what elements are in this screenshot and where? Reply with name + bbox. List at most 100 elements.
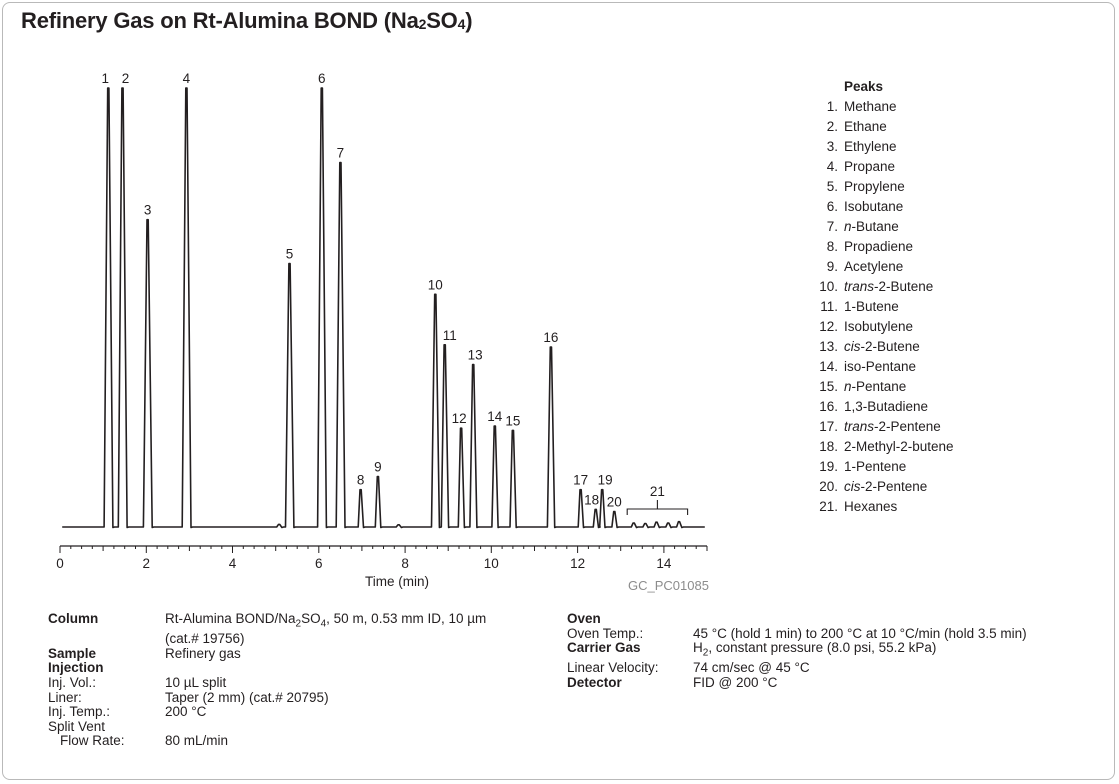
peak-legend-number: 17.	[819, 419, 838, 434]
peaks-legend: Peaks 1. Methane 2. Ethane 3. Ethylene 4. Propa…	[818, 77, 954, 517]
peak-legend-number: 7.	[826, 219, 838, 234]
peak-legend-number: 2.	[826, 119, 838, 134]
sample-key: Sample	[48, 645, 97, 661]
column-row: Column Rt-Alumina BOND/Na2SO4, 50 m, 0.5…	[48, 611, 523, 647]
carrier-row: Carrier Gas H2, constant pressure (8.0 p…	[567, 640, 1087, 661]
peak-legend-number: 1.	[826, 99, 838, 114]
splitvent-key: Split Vent	[48, 718, 106, 734]
x-tick-label: 2	[143, 556, 151, 571]
peak-label-13: 13	[468, 348, 483, 363]
peak-label-2: 2	[122, 71, 130, 86]
conditions-left: Column Rt-Alumina BOND/Na2SO4, 50 m, 0.5…	[48, 611, 523, 749]
peak-legend-item: 16. 1,3-Butadiene	[818, 397, 954, 417]
injvol-value: 10 µL split	[165, 675, 227, 691]
detector-row: Detector FID @ 200 °C	[567, 675, 1087, 691]
peak-label-14: 14	[487, 409, 503, 424]
splitvent-row: Split Vent	[48, 718, 523, 735]
peak-label-16: 16	[543, 330, 558, 345]
peak-label-10: 10	[428, 277, 443, 292]
peak-legend-item: 9. Acetylene	[818, 257, 954, 277]
x-tick-label: 8	[401, 556, 409, 571]
x-tick-label: 6	[315, 556, 323, 571]
chromatogram-trace	[62, 87, 705, 529]
flowrate-row: Flow Rate: 80 mL/min	[48, 734, 523, 749]
peak-legend-item: 18. 2-Methyl-2-butene	[818, 437, 954, 457]
peak-legend-number: 5.	[826, 179, 838, 194]
peak-legend-name: n-Pentane	[844, 379, 907, 394]
x-axis-label: Time (min)	[365, 574, 429, 589]
x-tick-label: 12	[570, 556, 585, 571]
sample-value: Refinery gas	[165, 645, 241, 661]
peak-legend-name: 2-Methyl-2-butene	[844, 439, 954, 454]
oven-key: Oven	[567, 611, 601, 626]
peak-legend-number: 8.	[826, 239, 838, 254]
peak-label-7: 7	[337, 146, 345, 161]
peak-legend-item: 8. Propadiene	[818, 237, 954, 257]
peak-legend-number: 9.	[826, 259, 838, 274]
peak-legend-item: 12. Isobutylene	[818, 317, 954, 337]
oven-row: Oven	[567, 611, 1087, 627]
peak-label-11: 11	[443, 328, 457, 343]
peak-legend-number: 15.	[819, 379, 838, 394]
x-tick-label: 10	[484, 556, 499, 571]
peak-label-4: 4	[183, 71, 191, 86]
peak-label-21: 21	[650, 484, 665, 499]
peak-label-19: 19	[598, 473, 613, 488]
peak-legend-name: Methane	[844, 99, 897, 114]
peak-legend-item: 6. Isobutane	[818, 197, 954, 217]
peak-legend-name: Propadiene	[844, 239, 914, 254]
injection-row: Injection	[48, 661, 523, 676]
peak-legend-number: 6.	[826, 199, 838, 214]
peak-legend-item: 15. n-Pentane	[818, 377, 954, 397]
peak-label-20: 20	[607, 495, 622, 510]
peak-legend-number: 14.	[819, 359, 838, 374]
peak-label-8: 8	[357, 473, 365, 488]
peak-legend-name: n-Butane	[844, 219, 899, 234]
peak-legend-name: cis-2-Pentene	[844, 479, 928, 494]
x-axis: 0 2 4 6 8 10 12 14	[56, 545, 708, 571]
peak-legend-item: 19. 1-Pentene	[818, 457, 954, 477]
peak-legend-number: 16.	[819, 399, 838, 414]
peak-legend-name: Isobutane	[844, 199, 904, 214]
peak-legend-name: trans-2-Pentene	[844, 419, 941, 434]
peak-legend-name: cis-2-Butene	[844, 339, 920, 354]
peak-legend-name: trans-2-Butene	[844, 279, 934, 294]
hexanes-bracket-line	[626, 500, 689, 515]
peak-legend-name: 1,3-Butadiene	[844, 399, 929, 414]
peak-label-5: 5	[286, 247, 294, 262]
peak-legend-item: 17. trans-2-Pentene	[818, 417, 954, 437]
oventemp-key: Oven Temp.:	[567, 625, 644, 641]
peak-legend-number: 18.	[819, 439, 838, 454]
x-tick-label: 4	[229, 556, 237, 571]
peak-legend-number: 12.	[819, 319, 838, 334]
conditions-right: Oven Oven Temp.: 45 °C (hold 1 min) to 2…	[567, 611, 1087, 691]
column-value: Rt-Alumina BOND/Na2SO4, 50 m, 0.53 mm ID…	[165, 611, 487, 647]
peak-legend-item: 20. cis-2-Pentene	[818, 477, 954, 497]
peak-legend-number: 13.	[819, 339, 838, 354]
figure-title: Refinery Gas on Rt-Alumina BOND (Na2SO4)	[21, 8, 473, 33]
linvel-row: Linear Velocity: 74 cm/sec @ 45 °C	[567, 661, 1087, 676]
flowrate-key: Flow Rate:	[60, 733, 125, 749]
peak-legend-name: iso-Pentane	[844, 359, 917, 374]
peak-legend-number: 3.	[826, 139, 838, 154]
x-tick-label: 0	[56, 556, 64, 571]
peak-label-17: 17	[573, 473, 588, 488]
carrier-key: Carrier Gas	[567, 640, 641, 656]
peak-legend-number: 11.	[820, 299, 838, 314]
hexanes-bracket: 21	[626, 484, 689, 515]
injvol-row: Inj. Vol.: 10 µL split	[48, 675, 523, 691]
injvol-key: Inj. Vol.:	[48, 675, 97, 691]
injtemp-value: 200 °C	[165, 704, 207, 720]
linvel-value: 74 cm/sec @ 45 °C	[693, 660, 810, 676]
detector-value: FID @ 200 °C	[693, 675, 778, 691]
peak-legend-name: 1-Butene	[844, 299, 899, 314]
peak-legend-item: 3. Ethylene	[818, 137, 954, 157]
column-key: Column	[48, 611, 99, 626]
figure-code: GC_PC01085	[628, 578, 709, 593]
liner-row: Liner: Taper (2 mm) (cat.# 20795)	[48, 690, 523, 706]
injection-key: Injection	[48, 660, 104, 676]
sample-row: Sample Refinery gas	[48, 645, 523, 662]
peak-legend-item: 7. n-Butane	[818, 217, 954, 237]
injtemp-row: Inj. Temp.: 200 °C	[48, 705, 523, 720]
